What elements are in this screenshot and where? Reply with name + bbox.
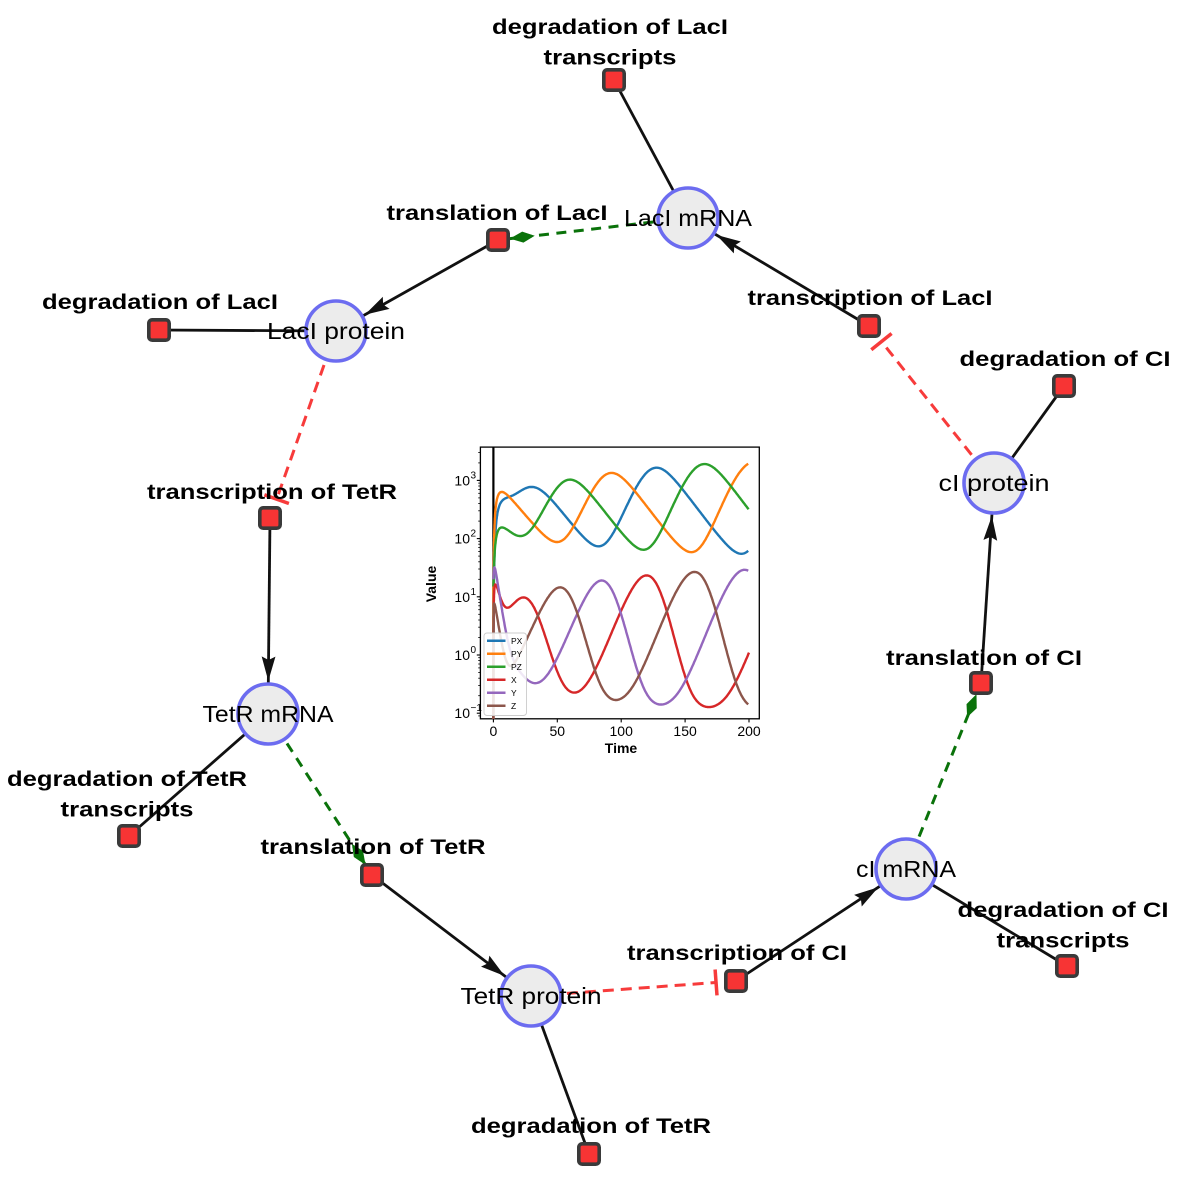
svg-text:150: 150 — [673, 723, 697, 739]
svg-text:transcripts: transcripts — [997, 929, 1130, 953]
svg-text:PX: PX — [511, 636, 523, 646]
svg-text:0: 0 — [490, 723, 498, 739]
svg-text:TetR mRNA: TetR mRNA — [203, 701, 334, 727]
svg-text:degradation of LacI: degradation of LacI — [492, 15, 728, 39]
svg-text:cI protein: cI protein — [939, 470, 1050, 496]
svg-text:50: 50 — [550, 723, 566, 739]
svg-text:degradation of CI: degradation of CI — [958, 898, 1169, 922]
svg-text:X: X — [511, 675, 517, 685]
svg-text:10: 10 — [454, 472, 470, 488]
svg-text:100: 100 — [610, 723, 634, 739]
svg-text:transcripts: transcripts — [61, 798, 194, 822]
svg-text:Time: Time — [605, 740, 638, 756]
svg-text:10: 10 — [454, 647, 470, 663]
svg-text:PZ: PZ — [511, 662, 522, 672]
svg-text:translation of LacI: translation of LacI — [387, 201, 608, 225]
svg-text:−1: −1 — [471, 703, 483, 714]
svg-text:Y: Y — [511, 688, 517, 698]
svg-text:cI mRNA: cI mRNA — [856, 856, 956, 882]
svg-text:PY: PY — [511, 649, 523, 659]
svg-text:degradation of TetR: degradation of TetR — [7, 767, 248, 791]
svg-text:transcription of LacI: transcription of LacI — [748, 286, 993, 310]
svg-text:10: 10 — [454, 705, 470, 721]
svg-text:1: 1 — [471, 587, 477, 598]
svg-text:2: 2 — [471, 529, 477, 540]
svg-text:transcription of TetR: transcription of TetR — [147, 480, 398, 504]
svg-text:degradation of CI: degradation of CI — [960, 347, 1171, 371]
svg-text:LacI mRNA: LacI mRNA — [624, 205, 752, 231]
svg-text:TetR protein: TetR protein — [461, 983, 602, 1009]
svg-text:translation of TetR: translation of TetR — [261, 835, 487, 859]
svg-text:200: 200 — [737, 723, 761, 739]
svg-text:10: 10 — [454, 531, 470, 547]
svg-text:degradation of TetR: degradation of TetR — [471, 1114, 712, 1138]
svg-text:10: 10 — [454, 589, 470, 605]
svg-text:LacI protein: LacI protein — [267, 318, 405, 344]
svg-text:transcription of CI: transcription of CI — [627, 941, 847, 965]
svg-text:transcripts: transcripts — [544, 46, 677, 70]
svg-text:Z: Z — [511, 701, 516, 711]
svg-text:Value: Value — [423, 566, 439, 603]
svg-text:3: 3 — [471, 470, 477, 481]
svg-text:degradation of LacI: degradation of LacI — [42, 290, 278, 314]
svg-text:translation of CI: translation of CI — [886, 646, 1082, 670]
svg-text:0: 0 — [471, 645, 477, 656]
